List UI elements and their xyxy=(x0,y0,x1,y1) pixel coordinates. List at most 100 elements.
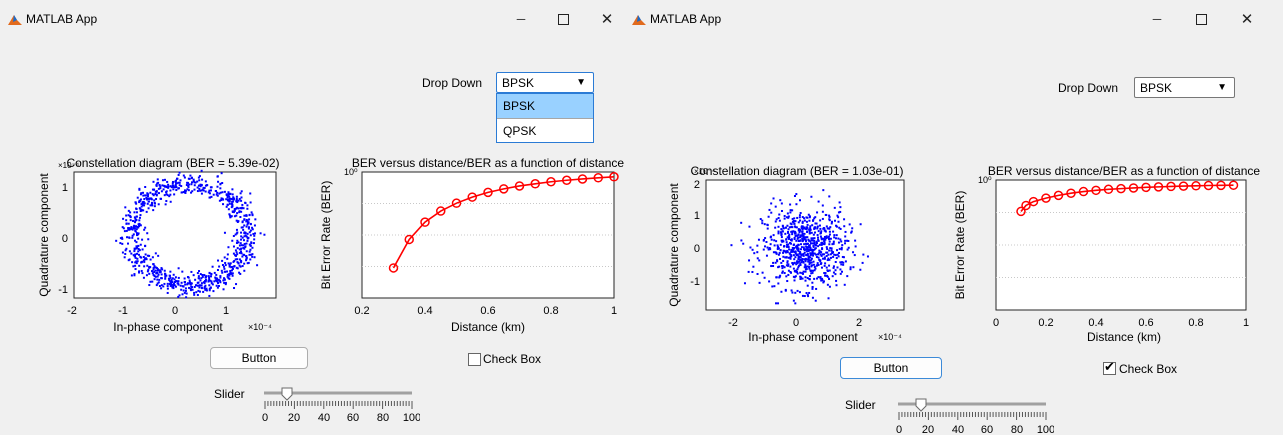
scatter-point xyxy=(795,239,798,242)
scatter-point xyxy=(782,249,785,252)
scatter-point xyxy=(828,249,831,252)
scatter-point xyxy=(228,199,231,202)
minimize-button[interactable]: ─ xyxy=(506,8,536,30)
slider-thumb[interactable] xyxy=(915,398,927,412)
scatter-point xyxy=(797,250,800,253)
scatter-point xyxy=(792,254,795,257)
scatter-point xyxy=(817,239,820,242)
scatter-point xyxy=(188,286,191,289)
scatter-point xyxy=(813,239,816,242)
scatter-point xyxy=(817,245,820,248)
scatter-point xyxy=(146,270,149,273)
scatter-point xyxy=(188,183,191,186)
scatter-point xyxy=(169,185,172,188)
scatter-point xyxy=(200,184,203,187)
scatter-point xyxy=(817,276,820,279)
scatter-point xyxy=(770,238,773,241)
scatter-point xyxy=(200,169,203,172)
x-tick-label: -2 xyxy=(728,317,738,329)
scatter-point xyxy=(119,242,122,245)
scatter-point xyxy=(814,267,817,270)
scatter-point xyxy=(823,241,826,244)
scatter-point xyxy=(808,228,811,231)
close-button[interactable]: ✕ xyxy=(1232,8,1262,30)
button[interactable]: Button xyxy=(210,347,308,369)
scatter-point xyxy=(783,266,786,269)
scatter-point xyxy=(159,185,162,188)
x-tick-label: 0.8 xyxy=(1188,317,1203,329)
scatter-point xyxy=(120,236,123,239)
scatter-point xyxy=(146,202,149,205)
maximize-button[interactable] xyxy=(1186,8,1216,30)
scatter-point xyxy=(784,256,787,259)
scatter-point xyxy=(233,259,236,262)
minimize-icon: ─ xyxy=(1152,12,1162,26)
scatter-point xyxy=(799,229,802,232)
scatter-point xyxy=(141,202,144,205)
close-button[interactable]: ✕ xyxy=(592,8,622,30)
x-axis-label: In-phase component xyxy=(748,330,858,344)
scatter-point xyxy=(160,277,163,280)
scatter-point xyxy=(223,190,226,193)
scatter-point xyxy=(799,239,802,242)
scatter-point xyxy=(839,227,842,230)
scatter-point xyxy=(223,277,226,280)
scatter-point xyxy=(799,219,802,222)
scatter-point xyxy=(184,287,187,290)
ber-marker xyxy=(1191,181,1201,191)
scatter-point xyxy=(201,274,204,277)
scatter-point xyxy=(151,272,154,275)
maximize-button[interactable] xyxy=(548,8,578,30)
scatter-point xyxy=(135,218,138,221)
button[interactable]: Button xyxy=(840,357,942,379)
dropdown[interactable]: BPSK ▼ xyxy=(1134,77,1235,98)
scatter-point xyxy=(792,243,795,246)
scatter-point xyxy=(138,200,141,203)
matlab-logo-icon xyxy=(632,15,646,25)
scatter-point xyxy=(129,227,132,230)
scatter-point xyxy=(164,203,167,206)
scatter-point xyxy=(761,219,764,222)
scatter-point xyxy=(235,200,238,203)
slider[interactable]: 0 20 40 60 80 100 xyxy=(258,384,420,426)
scatter-point xyxy=(198,290,201,293)
scatter-point xyxy=(803,295,806,298)
dropdown-option-bpsk[interactable]: BPSK xyxy=(497,94,593,118)
scatter-point xyxy=(844,242,847,245)
scatter-point xyxy=(191,288,194,291)
scatter-point xyxy=(161,184,164,187)
slider-thumb[interactable] xyxy=(281,387,293,401)
scatter-point xyxy=(235,232,238,235)
scatter-point xyxy=(193,293,196,296)
scatter-point xyxy=(183,280,186,283)
checkbox[interactable] xyxy=(468,353,481,366)
scatter-point xyxy=(758,281,761,284)
scatter-point xyxy=(819,219,822,222)
scatter-point xyxy=(806,277,809,280)
scatter-point xyxy=(128,250,131,253)
title-bar[interactable]: MATLAB App ─ ✕ xyxy=(626,0,1283,38)
scatter-point xyxy=(233,209,236,212)
scatter-point xyxy=(783,214,786,217)
scatter-point xyxy=(245,214,248,217)
scatter-point xyxy=(800,261,803,264)
scatter-point xyxy=(777,245,780,248)
scatter-point xyxy=(238,271,241,274)
dropdown[interactable]: BPSK ▼ xyxy=(496,72,594,93)
scatter-point xyxy=(808,230,811,233)
scatter-point xyxy=(198,175,201,178)
checkbox[interactable]: ✔ xyxy=(1103,360,1116,375)
title-bar[interactable]: MATLAB App ─ ✕ xyxy=(0,0,626,38)
y-tick-label: 0 xyxy=(62,233,68,245)
scatter-point xyxy=(208,271,211,274)
minimize-button[interactable]: ─ xyxy=(1142,8,1172,30)
scatter-point xyxy=(174,184,177,187)
slider[interactable]: 0 20 40 60 80 100 xyxy=(892,395,1054,435)
ber-marker xyxy=(514,181,525,191)
scatter-point xyxy=(831,243,834,246)
dropdown-option-qpsk[interactable]: QPSK xyxy=(497,118,593,142)
ber-marker xyxy=(609,172,619,182)
y-axis-label: Quadrature component xyxy=(667,183,681,307)
scatter-point xyxy=(805,268,808,271)
scatter-point xyxy=(163,269,166,272)
